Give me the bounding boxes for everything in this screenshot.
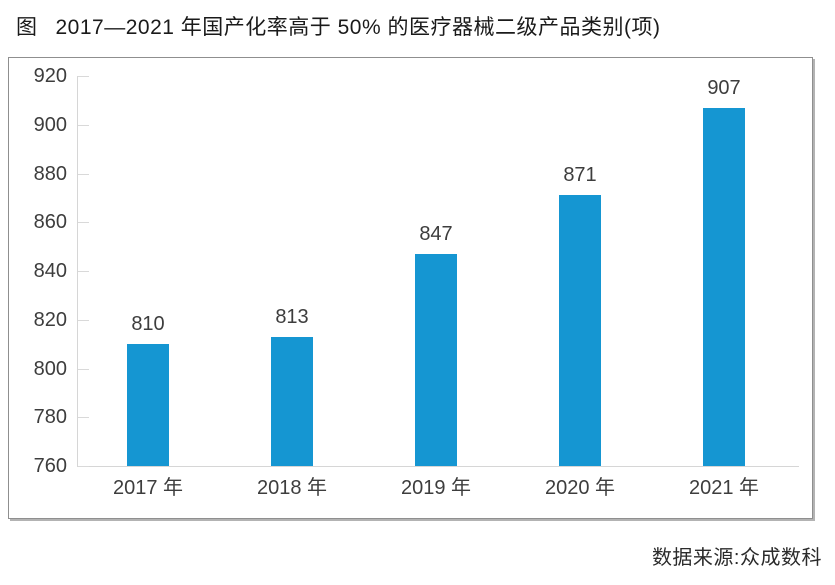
figure-title-text: 2017—2021 年国产化率高于 50% 的医疗器械二级产品类别(项) <box>55 16 661 39</box>
bar <box>415 253 457 466</box>
bar-value-label: 871 <box>563 164 597 187</box>
y-axis-label: 780 <box>33 406 67 429</box>
bar <box>271 336 313 466</box>
figure-title: 图 2017—2021 年国产化率高于 50% 的医疗器械二级产品类别(项) <box>16 11 660 41</box>
y-axis-tick <box>78 124 89 126</box>
y-axis-tick <box>78 76 89 77</box>
x-axis-label: 2020 年 <box>544 477 616 499</box>
x-axis-label: 2018 年 <box>256 477 328 499</box>
chart-frame: 760 780 800 820 840 860 880 900 920 810 2017 年 813 2… <box>8 57 813 519</box>
y-axis-tick <box>78 222 89 224</box>
figure-label: 图 <box>16 16 38 39</box>
y-axis-label: 860 <box>33 211 67 234</box>
y-axis-label: 820 <box>33 308 67 331</box>
bar-value-label: 813 <box>275 305 309 328</box>
y-axis-label: 840 <box>33 260 67 282</box>
y-axis-label: 880 <box>33 162 67 185</box>
x-axis-label: 2017 年 <box>112 477 184 499</box>
y-axis-tick <box>78 319 89 321</box>
y-axis-tick <box>78 368 89 370</box>
bar <box>703 107 745 466</box>
bar-value-label: 810 <box>131 313 165 336</box>
y-axis-tick <box>78 466 89 467</box>
x-axis-baseline <box>77 466 799 467</box>
bar <box>559 195 601 466</box>
y-axis-label: 900 <box>33 113 67 136</box>
x-axis-label: 2021 年 <box>688 477 760 499</box>
y-axis-line <box>77 76 78 466</box>
y-axis-label: 920 <box>33 65 67 87</box>
y-axis-tick <box>78 271 89 272</box>
y-axis-label: 760 <box>33 455 67 477</box>
bar <box>127 344 169 466</box>
bar-value-label: 847 <box>419 222 453 245</box>
x-axis-label: 2019 年 <box>400 477 472 499</box>
data-source: 数据来源:众成数科 <box>651 547 822 569</box>
y-axis-tick <box>78 417 89 419</box>
bar-value-label: 907 <box>707 76 741 99</box>
y-axis-tick <box>78 173 89 175</box>
y-axis-label: 800 <box>33 357 67 380</box>
